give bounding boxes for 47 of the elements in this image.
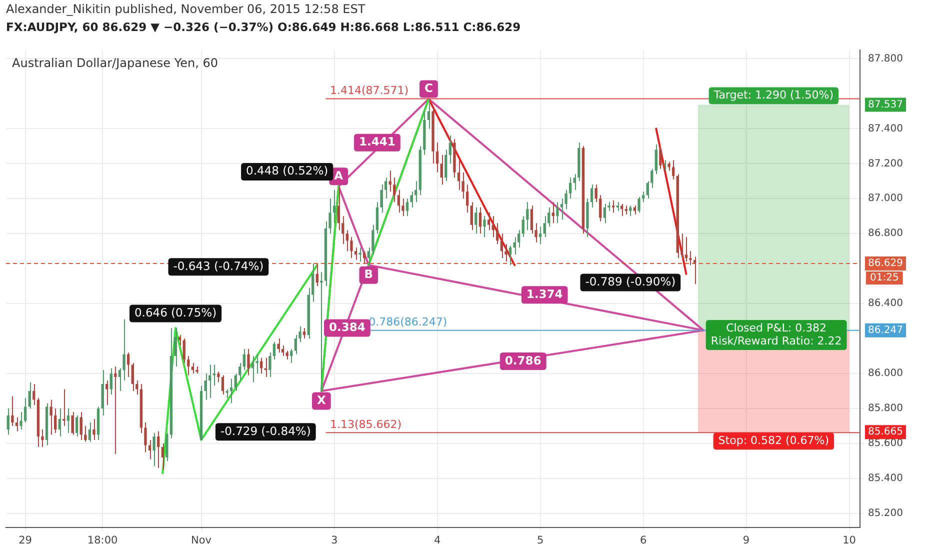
annotation: 0.448 (0.52%) bbox=[246, 164, 328, 178]
annotation: 0.786 bbox=[504, 353, 542, 368]
y-tick-label: 85.665 bbox=[868, 426, 903, 438]
annotation: A bbox=[334, 168, 344, 182]
chart-subtitle: FX:AUDJPY, 60 86.629 ▼ −0.326 (−0.37%) O:86.649 H:86.668 L:86.511 C:86.629 bbox=[6, 20, 521, 34]
x-tick-label: 4 bbox=[434, 534, 441, 546]
x-tick-label: 18:00 bbox=[87, 534, 118, 546]
x-tick-label: 9 bbox=[742, 534, 750, 546]
annotation: C bbox=[424, 80, 433, 95]
annotation: -0.729 (-0.84%) bbox=[220, 424, 311, 438]
y-tick-label: 85.800 bbox=[868, 403, 903, 414]
annotation: X bbox=[316, 392, 326, 407]
y-tick-label: 87.400 bbox=[868, 123, 903, 134]
annotation: 0.646 (0.75%) bbox=[134, 306, 217, 320]
band-label: Target: 1.290 (1.50%) bbox=[712, 88, 834, 102]
x-tick-label: 5 bbox=[536, 534, 544, 546]
y-tick-label: 86.000 bbox=[868, 368, 903, 380]
ref-line-label: 0.786(86.247) bbox=[368, 316, 448, 329]
annotation: 1.441 bbox=[359, 134, 396, 149]
ref-line-label: 1.13(85.662) bbox=[330, 418, 402, 431]
x-tick-label: Nov bbox=[191, 534, 212, 546]
annotation: B bbox=[364, 267, 374, 282]
x-tick-label: 10 bbox=[842, 534, 856, 546]
text: 01:25 bbox=[870, 272, 899, 284]
annotation: -0.789 (-0.90%) bbox=[585, 274, 676, 288]
ref-line-label: 1.414(87.571) bbox=[330, 84, 409, 98]
y-tick-label: 85.600 bbox=[868, 438, 903, 450]
y-tick-label: 85.200 bbox=[868, 508, 903, 520]
y-tick-label: 87.000 bbox=[868, 193, 903, 204]
y-tick-label: 87.537 bbox=[868, 99, 903, 110]
y-tick-label: 86.400 bbox=[868, 298, 903, 310]
text: Australian Dollar/Japanese Yen, 60 bbox=[12, 56, 218, 70]
text: Alexander_Nikitin published, November 06, 2015 12:58 EST bbox=[6, 2, 366, 16]
y-tick-label: 86.629 bbox=[868, 258, 903, 270]
annotation: -0.643 (-0.74%) bbox=[173, 258, 264, 273]
x-tick-label: 3 bbox=[330, 534, 338, 546]
x-tick-label: 29 bbox=[18, 534, 32, 546]
y-tick-label: 87.200 bbox=[868, 158, 903, 170]
annotation: 1.374 bbox=[526, 286, 563, 301]
band-label: Stop: 0.582 (0.67%) bbox=[718, 434, 830, 447]
annotation: Closed P&L: 0.382 Risk/Reward Ratio: 2.22 bbox=[710, 321, 842, 348]
y-tick-label: 86.247 bbox=[868, 324, 903, 336]
y-tick-label: 85.400 bbox=[868, 473, 903, 484]
y-tick-label: 87.800 bbox=[868, 53, 903, 64]
annotation: 0.384 bbox=[328, 320, 366, 334]
x-tick-label: 6 bbox=[640, 534, 647, 546]
y-tick-label: 86.800 bbox=[868, 228, 903, 240]
